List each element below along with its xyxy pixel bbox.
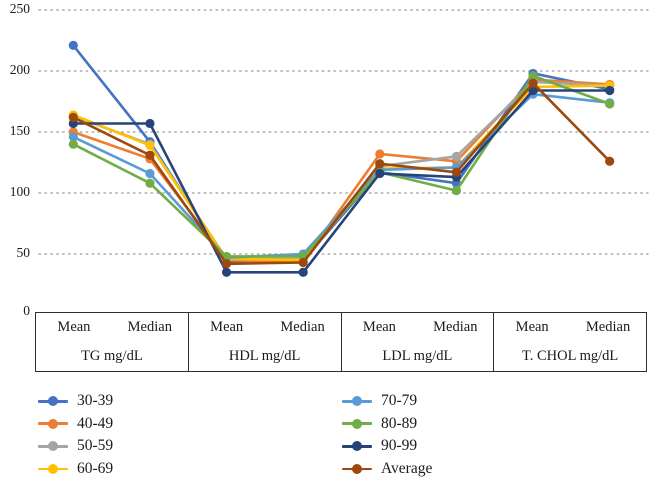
- legend-label: 90-99: [381, 437, 418, 455]
- data-point-marker-80-89: [145, 178, 155, 188]
- data-point-marker-Average: [68, 112, 78, 122]
- axis-group: Mean Median LDL mg/dL: [340, 313, 494, 371]
- legend-item-60-69: 60-69: [38, 458, 113, 481]
- legend-column: 70-79 80-89 90-99 Average: [342, 390, 432, 480]
- data-point-marker-Average: [451, 167, 462, 177]
- data-point-marker-90-99: [375, 168, 385, 179]
- data-point-marker-30-39: [68, 40, 78, 50]
- legend-line-marker-icon: [342, 464, 372, 475]
- data-point-marker-80-89: [68, 139, 78, 149]
- legend-line-marker-icon: [342, 441, 372, 452]
- legend-label: Average: [381, 460, 433, 478]
- y-axis-tick-label: 100: [10, 184, 31, 199]
- data-point-marker-70-79: [68, 132, 78, 142]
- axis-stat-label: Median: [585, 319, 631, 335]
- line-chart-plot-area: 0 50 100 150 200 250: [10, 1, 649, 318]
- data-point-marker-50-59: [451, 151, 462, 161]
- legend-line-marker-icon: [38, 396, 68, 407]
- series-line-50-59: [72, 80, 612, 261]
- data-point-marker-Average: [145, 150, 155, 160]
- y-axis-tick-label: 200: [10, 62, 31, 77]
- y-axis-tick-label: 50: [17, 245, 31, 260]
- legend-line-marker-icon: [342, 418, 372, 429]
- data-point-marker-Average: [221, 259, 232, 269]
- legend-label: 60-69: [77, 460, 114, 478]
- axis-group: Mean Median TG mg/dL: [36, 313, 188, 371]
- legend-item-40-49: 40-49: [38, 413, 113, 436]
- axis-stat-label: Median: [280, 319, 325, 335]
- legend-item-90-99: 90-99: [342, 435, 432, 458]
- axis-stat-label: Mean: [362, 319, 396, 335]
- axis-stat-label: Mean: [515, 319, 549, 335]
- data-point-marker-90-99: [221, 267, 232, 277]
- series-line-80-89: [72, 74, 612, 258]
- legend-item-30-39: 30-39: [38, 390, 113, 413]
- legend-item-Average: Average: [342, 458, 432, 481]
- axis-stat-label: Median: [433, 319, 478, 335]
- axis-stat-row: Mean Median: [189, 313, 341, 342]
- series-line-90-99: [72, 89, 612, 274]
- data-point-marker-Average: [605, 156, 615, 166]
- legend-column: 30-39 40-49 50-59 60-69: [38, 390, 113, 480]
- axis-stat-row: Mean Median: [36, 313, 188, 342]
- axis-group: Mean Median T. CHOL mg/dL: [493, 313, 646, 371]
- legend-item-70-79: 70-79: [342, 390, 432, 413]
- legend-label: 70-79: [381, 392, 418, 410]
- legend-item-50-59: 50-59: [38, 435, 113, 458]
- category-axis-table: Mean Median TG mg/dL Mean Median HDL mg/dL Mea…: [35, 312, 647, 372]
- data-point-marker-70-79: [145, 168, 155, 179]
- axis-stat-label: Mean: [210, 319, 244, 335]
- legend-line-marker-icon: [38, 441, 68, 452]
- axis-stat-label: Mean: [57, 319, 91, 335]
- y-axis-tick-label: 250: [10, 1, 31, 16]
- data-point-marker-Average: [528, 78, 538, 88]
- data-point-marker-40-49: [375, 149, 385, 159]
- data-point-marker-90-99: [528, 85, 538, 96]
- chart-legend: 30-39 40-49 50-59 60-69 70-79 80-89 90-99 Avera…: [0, 390, 650, 481]
- axis-stat-label: Median: [127, 319, 172, 335]
- legend-label: 50-59: [77, 437, 114, 455]
- legend-label: 30-39: [77, 392, 114, 410]
- legend-label: 80-89: [381, 414, 418, 432]
- data-point-marker-Average: [375, 159, 385, 169]
- axis-group-label: T. CHOL mg/dL: [521, 348, 619, 364]
- legend-label: 40-49: [77, 414, 114, 432]
- series-line-Average: [72, 81, 612, 266]
- data-point-marker-90-99: [145, 118, 155, 129]
- data-point-marker-90-99: [298, 267, 308, 277]
- data-point-marker-80-89: [528, 71, 538, 81]
- axis-stat-row: Mean Median: [342, 313, 494, 342]
- y-axis-tick-label: 0: [23, 303, 30, 318]
- legend-line-marker-icon: [342, 396, 372, 407]
- axis-stat-row: Mean Median: [494, 313, 646, 342]
- data-point-marker-90-99: [605, 85, 615, 96]
- legend-line-marker-icon: [38, 418, 68, 429]
- series-line-40-49: [72, 78, 612, 263]
- axis-group: Mean Median HDL mg/dL: [187, 313, 341, 371]
- data-point-marker-Average: [298, 257, 308, 268]
- data-point-marker-60-69: [145, 140, 155, 151]
- data-point-marker-80-89: [605, 99, 615, 109]
- axis-group-label: LDL mg/dL: [382, 348, 453, 364]
- legend-line-marker-icon: [38, 464, 68, 475]
- y-axis-tick-label: 150: [10, 123, 31, 138]
- axis-group-label: TG mg/dL: [81, 348, 143, 364]
- data-point-marker-80-89: [451, 185, 462, 196]
- axis-group-label: HDL mg/dL: [228, 348, 301, 364]
- legend-item-80-89: 80-89: [342, 413, 432, 436]
